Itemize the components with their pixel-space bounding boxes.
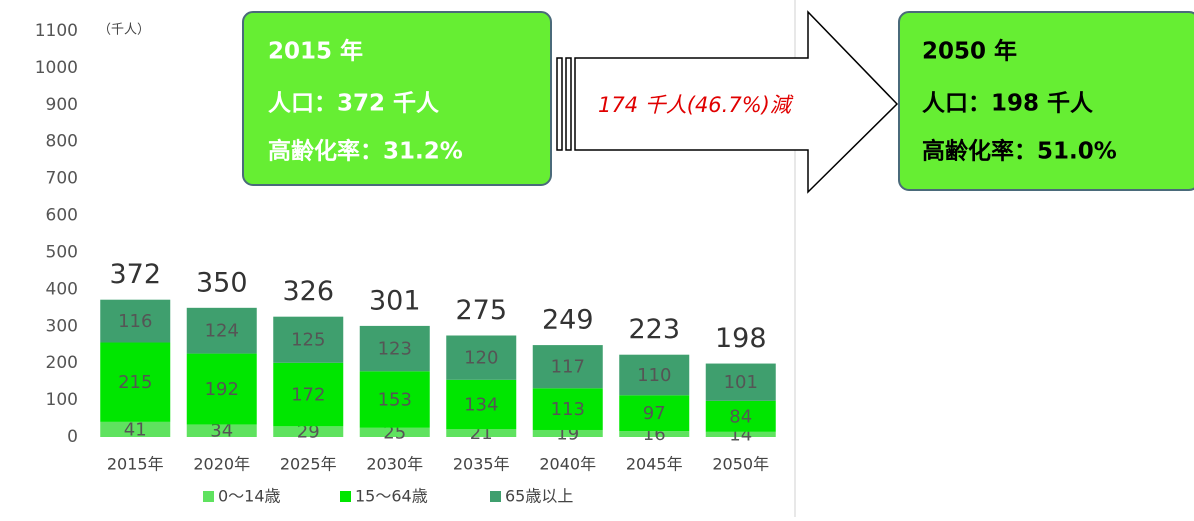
- segment-label: 101: [724, 372, 758, 393]
- legend-label: 15〜64歳: [355, 487, 428, 506]
- segment-label: 124: [205, 321, 239, 342]
- legend-label: 65歳以上: [505, 487, 573, 506]
- segment-label: 123: [378, 339, 412, 360]
- x-tick-label: 2050年: [712, 455, 769, 474]
- start-aging: 高齢化率：31.2%: [268, 138, 463, 165]
- segment-label: 97: [643, 403, 666, 424]
- segment-label: 125: [291, 330, 325, 351]
- y-tick-label: 200: [46, 353, 78, 373]
- end-year: 2050 年: [922, 38, 1017, 65]
- y-tick-label: 500: [46, 242, 78, 262]
- y-tick-label: 1100: [35, 21, 78, 41]
- x-tick-label: 2040年: [539, 455, 596, 474]
- arrow: 174 千人(46.7%)減: [556, 10, 899, 194]
- bar-segment: [273, 362, 344, 427]
- bar-segment: [532, 345, 603, 389]
- total-label: 326: [282, 276, 334, 307]
- total-label: 223: [628, 314, 680, 345]
- total-label: 249: [542, 305, 594, 336]
- total-label: 198: [715, 323, 767, 354]
- legend-swatch: [203, 491, 214, 502]
- bar-segment: [100, 299, 171, 343]
- y-tick-label: 300: [46, 316, 78, 336]
- segment-label: 116: [118, 311, 152, 332]
- segment-label: 84: [729, 406, 752, 427]
- bar-segment: [186, 307, 257, 354]
- total-label: 372: [109, 259, 161, 290]
- start-box-bg: [242, 11, 552, 186]
- bar-segment: [532, 429, 603, 437]
- end-aging: 高齢化率：51.0%: [922, 138, 1117, 165]
- segment-label: 120: [464, 348, 498, 369]
- end-box: 2050 年 人口：198 千人 高齢化率：51.0%: [898, 11, 1194, 191]
- y-tick-label: 400: [46, 279, 78, 299]
- bar-segment: [359, 325, 430, 372]
- bar-segment: [446, 429, 517, 437]
- segment-label: 215: [118, 372, 152, 393]
- arrow-shape: [574, 10, 899, 194]
- segment-label: 153: [378, 390, 412, 411]
- bar-segment: [532, 388, 603, 430]
- arrow-bar: [565, 57, 572, 151]
- bar-segment: [619, 354, 690, 396]
- segment-label: 134: [464, 395, 498, 416]
- bar-segment: [100, 342, 171, 422]
- segment-label: 29: [297, 422, 320, 443]
- segment-label: 117: [551, 357, 585, 378]
- y-tick-label: 900: [46, 95, 78, 115]
- start-population: 人口：372 千人: [268, 91, 440, 117]
- unit-label: （千人）: [98, 23, 150, 38]
- x-tick-label: 2030年: [366, 455, 423, 474]
- bar-segment: [186, 424, 257, 437]
- bar-segment: [273, 316, 344, 363]
- legend-label: 0〜14歳: [218, 487, 281, 506]
- x-tick-label: 2015年: [107, 455, 164, 474]
- change-label: 174 千人(46.7%)減: [598, 93, 794, 117]
- bar-segment: [619, 431, 690, 437]
- legend-swatch: [490, 491, 501, 502]
- total-label: 275: [455, 295, 507, 326]
- segment-label: 41: [124, 419, 147, 440]
- bar-segment: [446, 379, 517, 430]
- end-box-bg: [898, 11, 1194, 191]
- x-tick-label: 2025年: [280, 455, 337, 474]
- y-tick-label: 100: [46, 390, 78, 410]
- y-tick-label: 800: [46, 132, 78, 152]
- segment-label: 34: [210, 421, 233, 442]
- x-tick-label: 2045年: [626, 455, 683, 474]
- segment-label: 192: [205, 379, 239, 400]
- bar-segment: [359, 427, 430, 437]
- start-year: 2015 年: [268, 38, 363, 65]
- bar-segment: [705, 363, 776, 401]
- x-tick-label: 2035年: [453, 455, 510, 474]
- y-tick-label: 1000: [35, 58, 78, 78]
- bar-segment: [100, 421, 171, 437]
- segment-label: 172: [291, 385, 325, 406]
- bar-segment: [186, 353, 257, 425]
- total-label: 350: [196, 267, 248, 298]
- bar-segment: [705, 431, 776, 437]
- segment-label: 113: [551, 399, 585, 420]
- legend-swatch: [340, 491, 351, 502]
- total-label: 301: [369, 285, 421, 316]
- y-tick-label: 600: [46, 206, 78, 226]
- y-tick-label: 0: [67, 427, 78, 447]
- bar-segment: [359, 371, 430, 428]
- bar-segment: [273, 426, 344, 437]
- y-tick-label: 700: [46, 169, 78, 189]
- bar-segment: [446, 335, 517, 380]
- bar-segment: [619, 395, 690, 432]
- segment-label: 110: [637, 365, 671, 386]
- end-population: 人口：198 千人: [922, 91, 1094, 117]
- bar-segment: [705, 400, 776, 432]
- x-tick-label: 2020年: [193, 455, 250, 474]
- arrow-bar: [556, 57, 563, 151]
- start-box: 2015 年 人口：372 千人 高齢化率：31.2%: [242, 11, 552, 186]
